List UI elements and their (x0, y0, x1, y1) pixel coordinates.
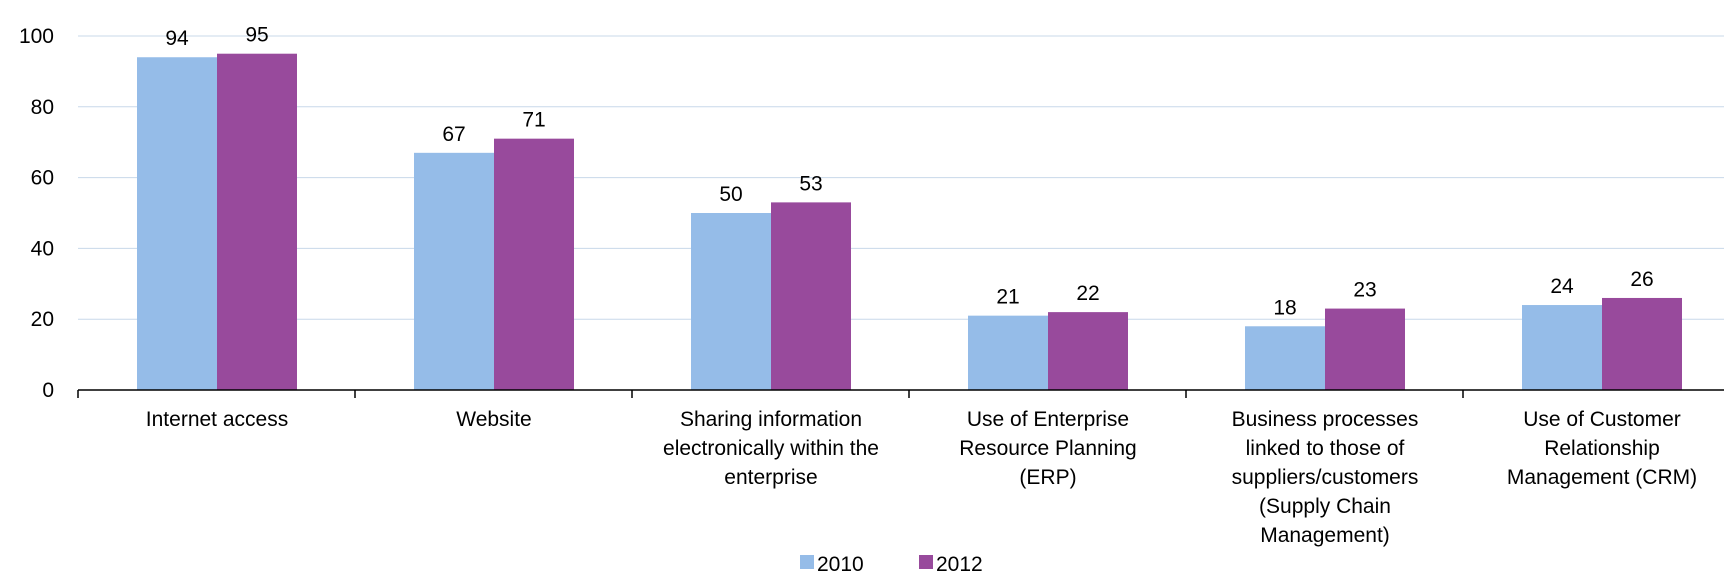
x-tick-label: Business processes linked to those of supp… (1232, 408, 1419, 547)
bar-2012-1 (494, 138, 574, 390)
y-tick-label: 0 (42, 379, 54, 402)
data-label: 95 (245, 24, 268, 47)
label-layer: 94 67 50 21 18 24 95 71 53 22 23 26 Internet access W… (146, 24, 1697, 547)
bar-2010-3 (968, 315, 1048, 390)
data-label: 50 (719, 183, 742, 206)
y-tick-label: 80 (31, 96, 54, 119)
x-tick-label: Sharing information electronically within… (663, 408, 879, 489)
y-tick-label: 100 (19, 25, 54, 48)
legend-label-2012: 2012 (936, 553, 983, 576)
x-tick-label: Website (456, 408, 531, 431)
data-label: 21 (996, 286, 1019, 309)
x-tick-label: Internet access (146, 408, 288, 431)
bar-2010-4 (1245, 326, 1325, 390)
legend-swatch-2010 (800, 555, 814, 569)
data-label: 18 (1273, 296, 1296, 319)
bar-2012-2 (771, 202, 851, 390)
bar-2010-2 (691, 213, 771, 390)
data-label: 24 (1550, 275, 1574, 298)
bar-2012-0 (217, 53, 297, 390)
y-tick-label: 20 (31, 308, 54, 331)
y-tick-label: 40 (31, 237, 54, 260)
data-label: 26 (1630, 268, 1653, 291)
bar-2010-0 (137, 57, 217, 391)
data-label: 94 (165, 27, 189, 50)
data-label: 53 (799, 172, 822, 195)
data-label: 67 (442, 123, 465, 146)
bar-2010-5 (1522, 305, 1602, 390)
x-tick-label: Use of Customer Relationship Management (C… (1507, 408, 1697, 489)
axis-layer: 0 20 40 60 80 100 (19, 25, 1724, 402)
legend-swatch-2012 (919, 555, 933, 569)
y-tick-label: 60 (31, 167, 54, 190)
x-tick-label: Use of Enterprise Resource Planning (ERP) (959, 408, 1136, 489)
bar-2012-5 (1602, 297, 1682, 390)
legend: 2010 2012 (800, 553, 983, 576)
bar-layer (137, 53, 1682, 391)
bar-2012-3 (1048, 312, 1128, 390)
data-label: 71 (522, 109, 545, 132)
data-label: 23 (1353, 279, 1376, 302)
bar-2010-1 (414, 152, 494, 390)
grid-layer (78, 35, 1724, 320)
legend-label-2010: 2010 (817, 553, 864, 576)
bar-2012-4 (1325, 308, 1405, 390)
data-label: 22 (1076, 282, 1099, 305)
